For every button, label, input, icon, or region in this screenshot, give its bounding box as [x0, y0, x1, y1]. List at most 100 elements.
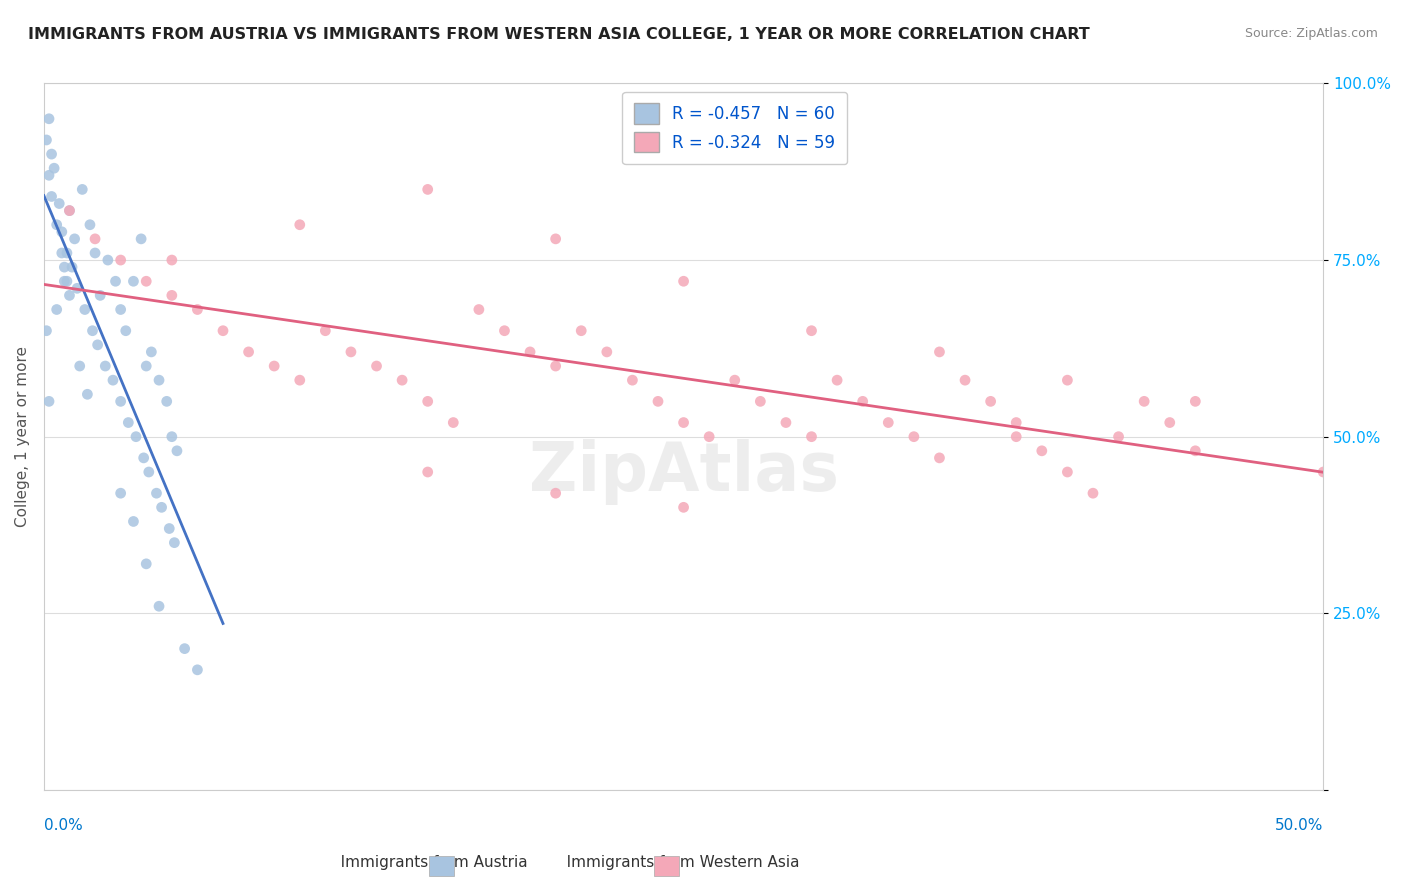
Text: Immigrants from Austria        Immigrants from Western Asia: Immigrants from Austria Immigrants from … — [326, 855, 799, 870]
Point — [60, 260, 83, 274]
Point — [110, 394, 132, 409]
Point — [263, 359, 285, 373]
Point — [35, 133, 58, 147]
Point — [288, 373, 311, 387]
Point — [928, 345, 950, 359]
Point — [89, 288, 111, 302]
Point — [110, 253, 132, 268]
Point — [45, 302, 67, 317]
Point — [160, 253, 183, 268]
Point — [494, 324, 516, 338]
Point — [157, 522, 180, 536]
Point — [928, 450, 950, 465]
Point — [63, 232, 86, 246]
Point — [48, 196, 70, 211]
Point — [173, 641, 195, 656]
Point — [72, 182, 94, 196]
Text: IMMIGRANTS FROM AUSTRIA VS IMMIGRANTS FROM WESTERN ASIA COLLEGE, 1 YEAR OR MORE : IMMIGRANTS FROM AUSTRIA VS IMMIGRANTS FR… — [28, 27, 1090, 42]
Point — [42, 161, 65, 176]
Point — [672, 500, 695, 515]
Point — [186, 663, 208, 677]
Point — [58, 288, 80, 302]
Point — [35, 324, 58, 338]
Point — [97, 253, 120, 268]
Point — [953, 373, 976, 387]
Point — [569, 324, 592, 338]
Point — [468, 302, 491, 317]
Point — [79, 218, 101, 232]
Point — [1184, 394, 1206, 409]
Point — [141, 345, 163, 359]
Point — [288, 218, 311, 232]
Point — [1133, 394, 1156, 409]
Point — [877, 416, 900, 430]
Point — [596, 345, 619, 359]
Point — [41, 189, 63, 203]
Point — [1005, 430, 1028, 444]
Point — [647, 394, 669, 409]
Point — [132, 450, 155, 465]
Point — [53, 260, 76, 274]
Point — [1312, 465, 1334, 479]
Point — [416, 182, 439, 196]
Point — [41, 147, 63, 161]
Point — [724, 373, 747, 387]
Point — [1056, 373, 1078, 387]
Point — [148, 599, 170, 614]
Point — [621, 373, 644, 387]
Point — [1005, 416, 1028, 430]
Point — [138, 465, 160, 479]
Point — [852, 394, 875, 409]
Point — [86, 338, 108, 352]
Point — [66, 281, 89, 295]
Point — [800, 430, 823, 444]
Point — [1159, 416, 1181, 430]
Point — [160, 430, 183, 444]
Point — [775, 416, 797, 430]
Point — [544, 486, 567, 500]
Point — [135, 557, 157, 571]
Point — [58, 203, 80, 218]
Point — [84, 246, 107, 260]
Point — [122, 515, 145, 529]
Point — [110, 486, 132, 500]
Point — [45, 218, 67, 232]
Point — [186, 302, 208, 317]
Point — [104, 274, 127, 288]
Point — [441, 416, 464, 430]
Point — [117, 416, 139, 430]
Point — [314, 324, 336, 338]
Point — [1184, 443, 1206, 458]
Point — [135, 359, 157, 373]
Text: 0.0%: 0.0% — [44, 818, 83, 833]
Point — [544, 232, 567, 246]
Point — [38, 112, 60, 126]
Point — [212, 324, 235, 338]
Point — [114, 324, 136, 338]
Point — [38, 169, 60, 183]
Point — [53, 274, 76, 288]
Point — [84, 232, 107, 246]
Point — [69, 359, 91, 373]
Point — [1056, 465, 1078, 479]
Point — [800, 324, 823, 338]
Point — [416, 465, 439, 479]
Point — [125, 430, 148, 444]
Point — [56, 246, 79, 260]
Point — [1081, 486, 1104, 500]
Point — [145, 486, 167, 500]
Point — [903, 430, 925, 444]
Point — [129, 232, 152, 246]
Point — [135, 274, 157, 288]
Point — [980, 394, 1002, 409]
Point — [519, 345, 541, 359]
Point — [82, 324, 104, 338]
Point — [672, 274, 695, 288]
Y-axis label: College, 1 year or more: College, 1 year or more — [15, 346, 30, 527]
Legend: R = -0.457   N = 60, R = -0.324   N = 59: R = -0.457 N = 60, R = -0.324 N = 59 — [623, 92, 846, 164]
Point — [148, 373, 170, 387]
Point — [163, 535, 186, 549]
Point — [166, 443, 188, 458]
Point — [110, 302, 132, 317]
Text: 50.0%: 50.0% — [1275, 818, 1323, 833]
